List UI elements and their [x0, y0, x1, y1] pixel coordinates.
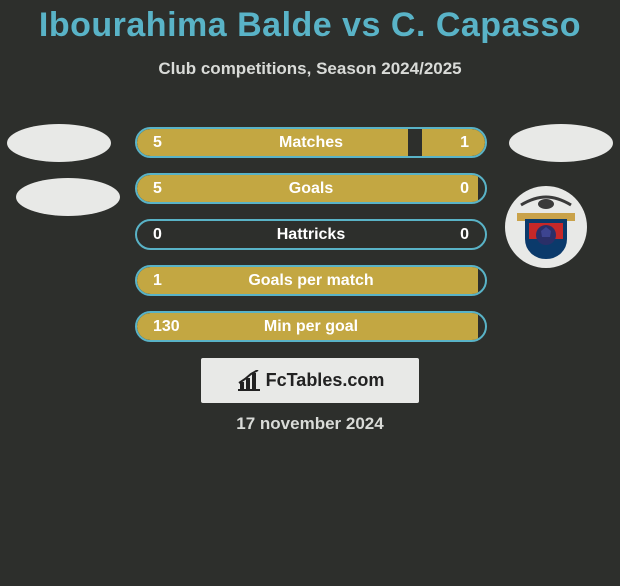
row-label: Matches [137, 129, 485, 156]
value-right: 1 [460, 129, 469, 156]
brand-text: FcTables.com [266, 370, 385, 391]
value-right: 0 [460, 175, 469, 202]
player-b-club-crest [505, 186, 587, 268]
row-goals: 5 Goals 0 [135, 173, 487, 204]
footer-date: 17 november 2024 [0, 414, 620, 434]
comparison-rows: 5 Matches 1 5 Goals 0 0 Hattricks 0 1 Go… [135, 127, 487, 357]
value-right: 0 [460, 221, 469, 248]
bar-chart-icon [236, 370, 262, 392]
page-title: Ibourahima Balde vs C. Capasso [0, 6, 620, 45]
row-min-per-goal: 130 Min per goal [135, 311, 487, 342]
row-label: Goals per match [137, 267, 485, 294]
row-hattricks: 0 Hattricks 0 [135, 219, 487, 250]
player-b-avatar [509, 124, 613, 162]
row-label: Hattricks [137, 221, 485, 248]
player-a-avatar [7, 124, 111, 162]
row-label: Min per goal [137, 313, 485, 340]
brand-badge: FcTables.com [201, 358, 419, 403]
row-goals-per-match: 1 Goals per match [135, 265, 487, 296]
subtitle: Club competitions, Season 2024/2025 [0, 59, 620, 79]
club-crest-icon [517, 195, 575, 259]
row-label: Goals [137, 175, 485, 202]
row-matches: 5 Matches 1 [135, 127, 487, 158]
player-a-club-avatar [16, 178, 120, 216]
